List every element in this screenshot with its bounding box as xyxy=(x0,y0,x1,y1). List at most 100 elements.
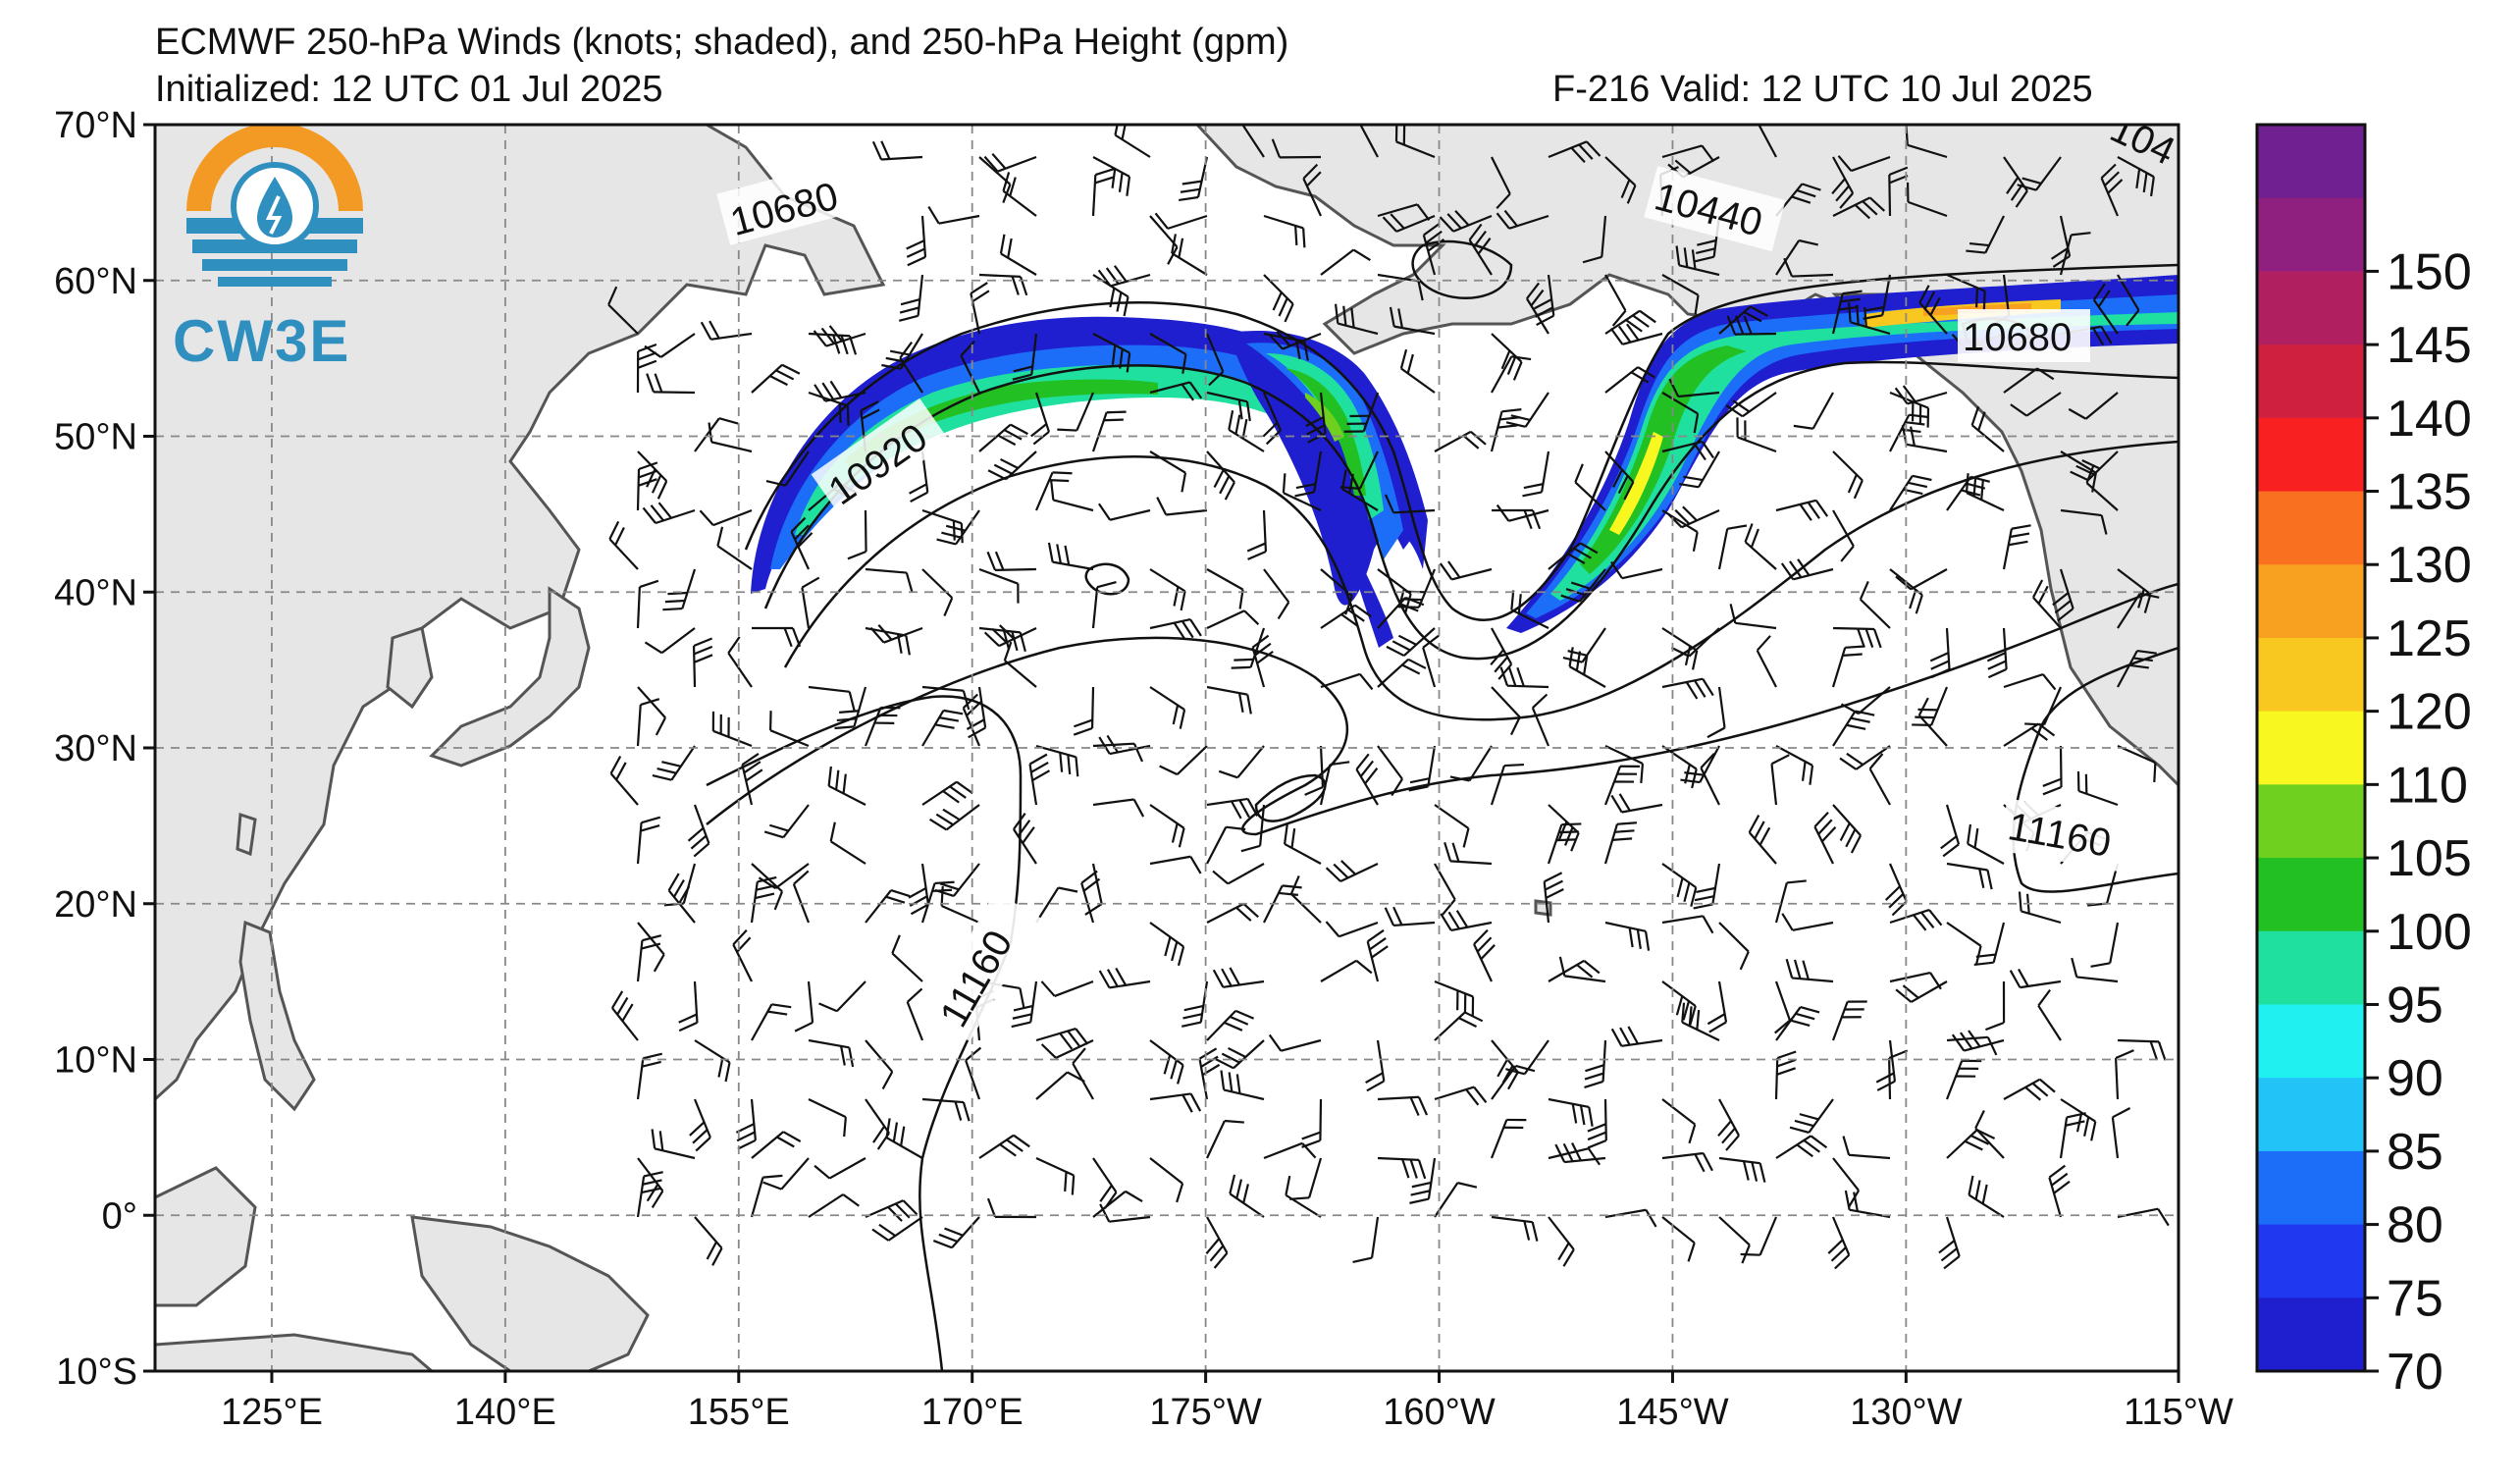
wind-barb xyxy=(636,579,659,629)
wind-barb xyxy=(1206,797,1259,820)
wind-barb xyxy=(1967,823,2005,865)
colorbar-label: 80 xyxy=(2387,1197,2443,1254)
wind-barb xyxy=(1035,886,1078,924)
wind-barb xyxy=(2003,1078,2056,1101)
wind-barb xyxy=(921,508,964,544)
wind-barb xyxy=(921,1097,971,1122)
wind-barb xyxy=(1092,333,1131,373)
wind-barb xyxy=(1781,913,1834,931)
wind-barb xyxy=(1490,627,1513,680)
wind-barb xyxy=(2002,524,2031,570)
wind-barb xyxy=(1240,804,1266,853)
wind-barb xyxy=(1490,1118,1527,1159)
colorbar-segment xyxy=(2257,1078,2365,1152)
wind-barb xyxy=(1729,604,1777,630)
wind-barb xyxy=(1568,647,1606,688)
wind-barb xyxy=(1491,355,1532,394)
wind-barb xyxy=(1434,980,1475,1017)
wind-barb xyxy=(1888,1049,1909,1100)
wind-barb xyxy=(1582,215,1607,264)
wind-barb xyxy=(1661,915,1714,934)
wind-barb xyxy=(711,711,753,748)
wind-barb xyxy=(1149,333,1187,374)
wind-barb xyxy=(966,686,987,739)
wind-barb xyxy=(1543,872,1564,924)
wind-barb xyxy=(1386,627,1436,658)
wind-barb xyxy=(644,627,696,655)
wind-barb xyxy=(1206,609,1260,629)
wind-barb xyxy=(1468,223,1493,276)
wind-barb xyxy=(2059,1112,2086,1159)
wind-barb xyxy=(1661,1216,1696,1262)
wind-barb xyxy=(1149,855,1202,874)
wind-barb xyxy=(1382,213,1436,233)
wind-barb xyxy=(1491,686,1521,736)
wind-barb xyxy=(932,1216,980,1249)
wind-barb xyxy=(1057,392,1095,432)
wind-barb xyxy=(1181,980,1209,1028)
lon-label: 125°E xyxy=(221,1392,323,1433)
wind-barb xyxy=(1973,922,2006,967)
wind-barb xyxy=(1780,558,1834,581)
colorbar-label: 70 xyxy=(2387,1344,2443,1401)
colorbar-segment xyxy=(2257,417,2365,493)
wind-barb xyxy=(1783,257,1834,278)
wind-barb xyxy=(921,568,954,616)
wind-barb xyxy=(1434,430,1487,452)
wind-barb xyxy=(1092,156,1131,196)
wind-barb xyxy=(898,274,924,322)
wind-barb xyxy=(1740,1216,1778,1256)
wind-barb xyxy=(1775,1006,1820,1041)
wind-barb xyxy=(1548,1097,1594,1127)
wind-barb xyxy=(1154,212,1208,230)
wind-barb xyxy=(1149,922,1185,967)
lat-lon-grid xyxy=(155,125,2179,1371)
wind-barb xyxy=(1675,245,1720,277)
wind-barb xyxy=(1011,980,1038,1029)
wind-barb xyxy=(636,1171,663,1218)
wind-barb xyxy=(2003,722,2056,747)
lat-label: 70°N xyxy=(54,105,137,146)
wind-barb xyxy=(2117,1038,2167,1061)
wind-barb xyxy=(2115,1049,2134,1100)
wind-barb xyxy=(694,417,739,452)
wind-barb xyxy=(1661,440,1715,461)
wind-barb xyxy=(1444,841,1493,866)
wind-barb xyxy=(1072,1047,1094,1100)
wind-barb xyxy=(1399,348,1436,394)
map-plot-area: 10680 10440 10920 10680 11160 11160 104 … xyxy=(155,125,2179,1371)
wind-barb xyxy=(1215,1039,1265,1070)
wind-barb xyxy=(1610,793,1663,814)
wind-barb xyxy=(1040,980,1094,997)
lat-label: 60°N xyxy=(54,261,137,302)
wind-barb xyxy=(1002,172,1037,217)
wind-barb xyxy=(818,980,866,1013)
wind-barb xyxy=(1842,1136,1891,1160)
wind-barb xyxy=(1268,1033,1322,1052)
lat-label: 0° xyxy=(102,1195,137,1237)
wind-barb xyxy=(1262,392,1282,446)
lon-label: 170°E xyxy=(921,1392,1024,1433)
wind-barb xyxy=(1377,203,1431,221)
wind-barb xyxy=(1229,1174,1265,1218)
lon-label: 130°W xyxy=(1850,1392,1963,1433)
wind-barb xyxy=(2085,464,2119,511)
wind-barb xyxy=(1263,214,1306,248)
colorbar-segment xyxy=(2257,858,2365,932)
colorbar-label: 105 xyxy=(2387,830,2472,887)
wind-barb xyxy=(865,567,914,593)
wind-barb xyxy=(1050,480,1094,512)
wind-barb xyxy=(1491,1215,1539,1242)
wind-barb xyxy=(1940,804,1961,858)
wind-barb xyxy=(1440,910,1493,931)
wind-barb xyxy=(1149,686,1186,729)
wind-barb xyxy=(1013,813,1037,865)
contour-label: 10680 xyxy=(1963,316,2072,359)
wind-barb xyxy=(765,450,810,487)
wind-barb xyxy=(1832,509,1855,562)
wind-barb xyxy=(1496,503,1549,522)
wind-barb xyxy=(965,1046,982,1100)
wind-barb xyxy=(1951,1030,2005,1052)
wind-barb xyxy=(1156,497,1208,516)
wind-barb xyxy=(1231,627,1266,669)
